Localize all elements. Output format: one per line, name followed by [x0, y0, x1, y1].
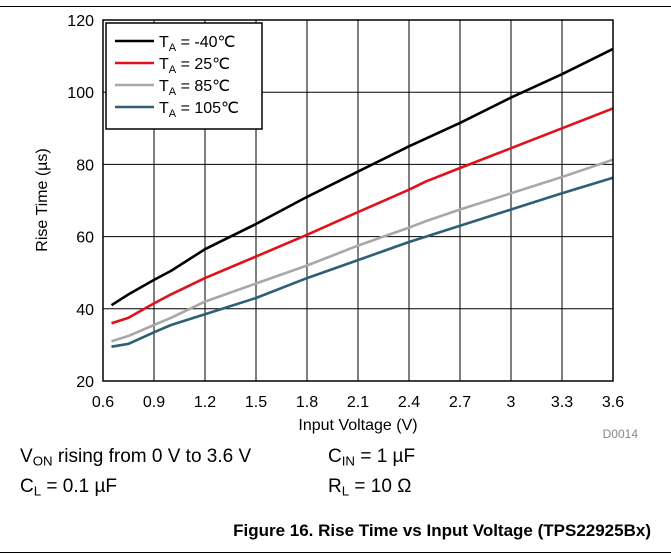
condition-rl: RL = 10 Ω — [328, 476, 411, 498]
y-axis-label: Rise Time (µs) — [34, 148, 51, 251]
series-line — [112, 108, 614, 323]
condition-cin: CIN = 1 µF — [328, 446, 415, 468]
rise-time-chart: 0.6 0.9 1.2 1.5 1.8 2.1 2.4 2.7 3 3.3 3.6 20 40 60 80 1… — [0, 0, 671, 440]
x-tick-label: 0.6 — [92, 394, 114, 411]
x-tick-label: 3.6 — [602, 394, 624, 411]
y-tick-label: 120 — [67, 13, 94, 30]
watermark-id: D0014 — [603, 427, 639, 440]
x-tick-label: 0.9 — [143, 394, 165, 411]
y-tick-label: 40 — [76, 302, 94, 319]
y-tick-label: 80 — [76, 157, 94, 174]
x-tick-label: 1.2 — [194, 394, 216, 411]
x-tick-label: 2.4 — [398, 394, 420, 411]
y-tick-label: 60 — [76, 230, 94, 247]
x-tick-label: 3.3 — [551, 394, 573, 411]
figure-caption: Figure 16. Rise Time vs Input Voltage (T… — [0, 521, 651, 541]
x-tick-label: 2.7 — [449, 394, 471, 411]
x-tick-label: 1.5 — [245, 394, 267, 411]
y-tick-label: 100 — [67, 85, 94, 102]
legend: TA = -40℃TA = 25℃TA = 85℃TA = 105℃ — [106, 23, 262, 129]
x-tick-label: 3 — [507, 394, 516, 411]
x-axis-label: Input Voltage (V) — [298, 417, 417, 434]
x-tick-label: 1.8 — [296, 394, 318, 411]
y-tick-label: 20 — [76, 374, 94, 391]
condition-cl: CL = 0.1 µF — [20, 476, 117, 498]
bottom-rule — [0, 552, 671, 553]
x-tick-label: 2.1 — [347, 394, 369, 411]
condition-von: VON rising from 0 V to 3.6 V — [20, 446, 251, 468]
series-line — [112, 160, 614, 342]
